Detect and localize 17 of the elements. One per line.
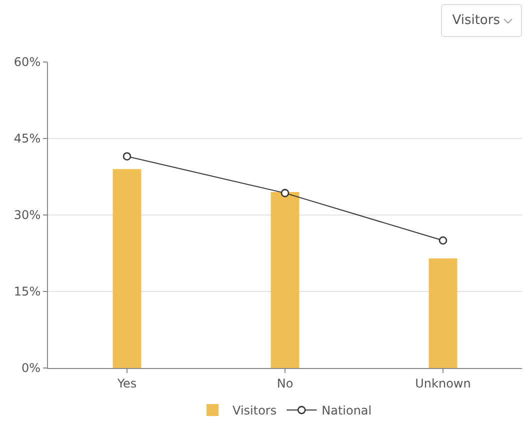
bar	[428, 258, 458, 368]
x-tick-label: No	[276, 376, 294, 390]
legend-label: Visitors	[232, 404, 277, 418]
bar	[112, 169, 142, 368]
legend-label: National	[322, 404, 372, 418]
bar	[270, 192, 300, 368]
y-tick-label: 0%	[22, 361, 41, 376]
y-tick-label: 45%	[14, 132, 41, 146]
x-tick-label: Unknown	[415, 376, 471, 390]
text: Visitors	[452, 13, 500, 28]
point	[122, 152, 132, 160]
y-tick-label: 30%	[14, 208, 41, 222]
point	[280, 188, 290, 198]
point	[438, 236, 448, 245]
y-tick-label: 15%	[14, 284, 41, 299]
x-tick-label: Yes	[116, 376, 137, 390]
y-tick-label: 60%	[14, 55, 41, 70]
